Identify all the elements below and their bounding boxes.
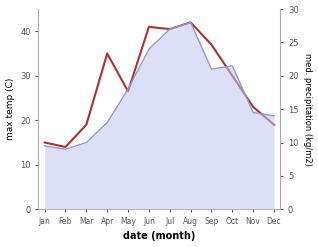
Y-axis label: med. precipitation (kg/m2): med. precipitation (kg/m2) <box>303 53 313 165</box>
Y-axis label: max temp (C): max temp (C) <box>5 78 15 140</box>
X-axis label: date (month): date (month) <box>123 231 196 242</box>
